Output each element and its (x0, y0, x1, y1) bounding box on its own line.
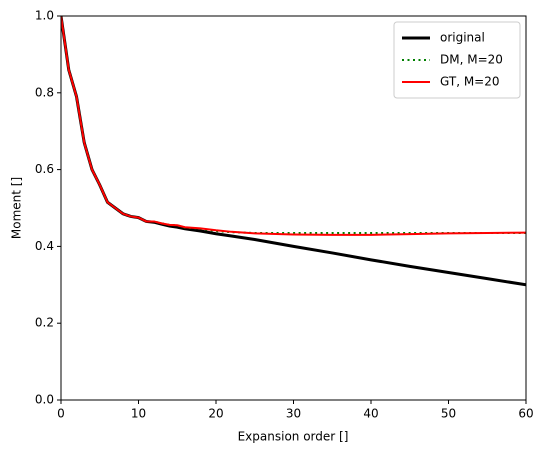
y-axis-label: Moment [] (10, 177, 24, 239)
x-tick-label: 40 (363, 407, 378, 421)
y-tick-label: 0.0 (35, 393, 54, 407)
x-tick-label: 20 (208, 407, 223, 421)
y-tick-label: 1.0 (35, 9, 54, 23)
legend-label: original (440, 31, 485, 45)
x-tick-label: 10 (131, 407, 146, 421)
y-tick-label: 0.4 (35, 239, 54, 253)
y-tick-label: 0.6 (35, 162, 54, 176)
x-tick-label: 0 (57, 407, 65, 421)
y-tick-label: 0.2 (35, 316, 54, 330)
plot-frame (60, 15, 527, 401)
x-tick-label: 30 (286, 407, 301, 421)
legend-box (393, 21, 521, 99)
x-axis-label: Expansion order [] (238, 430, 349, 444)
y-tick-label: 0.8 (35, 85, 54, 99)
legend-label: GT, M=20 (440, 75, 500, 89)
x-tick-label: 60 (518, 407, 533, 421)
legend-label: DM, M=20 (440, 53, 503, 67)
x-tick-label: 50 (441, 407, 456, 421)
series-line (61, 16, 526, 236)
